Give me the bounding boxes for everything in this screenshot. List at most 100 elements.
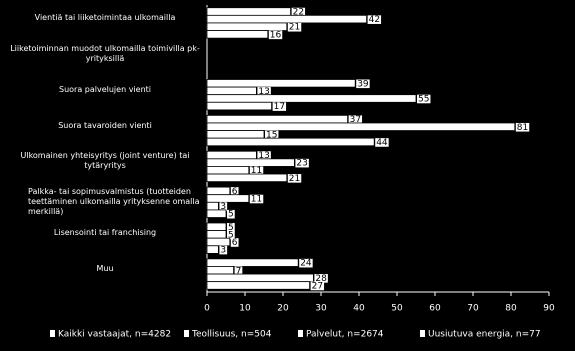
x-tick-label: 90: [543, 304, 555, 314]
x-tick-label: 30: [315, 304, 327, 314]
x-tick-label: 10: [239, 304, 251, 314]
value-label-bg: [310, 281, 325, 291]
value-label-bg: [417, 94, 431, 104]
value-label: 21: [289, 174, 300, 184]
bar: [206, 222, 227, 231]
value-label: 5: [228, 223, 234, 233]
value-label: 42: [369, 15, 380, 25]
value-label: 39: [357, 79, 369, 89]
bar: [206, 79, 356, 88]
value-label: 17: [274, 102, 285, 112]
plot-area: [207, 5, 549, 292]
value-label: 22: [293, 8, 304, 18]
x-tick-label: 0: [204, 304, 210, 314]
value-label: 3: [220, 202, 226, 212]
value-label-bg: [230, 187, 239, 196]
legend-swatch: [298, 330, 303, 337]
bar: [206, 194, 250, 203]
value-label-bg: [287, 174, 302, 183]
bar: [206, 201, 219, 211]
value-label-bg: [219, 202, 228, 211]
value-label: 11: [251, 166, 262, 176]
value-label: 6: [232, 238, 238, 248]
x-tick-label: 50: [391, 304, 403, 314]
bar: [206, 14, 368, 24]
category-label: Ulkomainen yhteisyritys (joint venture) …: [20, 151, 190, 171]
bar: [206, 281, 310, 290]
x-tick-label: 80: [505, 304, 517, 314]
value-label-bg: [268, 30, 283, 40]
category-label: Suora palvelujen vienti: [59, 84, 151, 94]
bar: [206, 137, 375, 147]
value-label-bg: [295, 158, 309, 168]
value-label-bg: [299, 258, 313, 268]
value-label-bg: [227, 230, 235, 240]
value-label: 11: [251, 195, 262, 205]
value-label: 13: [258, 151, 269, 161]
value-label-bg: [356, 79, 370, 89]
value-label: 27: [312, 281, 323, 291]
value-label-bg: [367, 15, 382, 24]
value-label: 5: [228, 230, 234, 240]
x-tick-label: 70: [467, 304, 479, 314]
bar: [206, 273, 314, 283]
value-label: 21: [289, 23, 300, 33]
legend-label: Palvelut, n=2674: [306, 330, 384, 340]
bar: [206, 30, 269, 39]
category-label: Palkka- tai sopimusvalmistus (tuotteiden…: [28, 187, 200, 217]
value-label-bg: [227, 222, 235, 232]
value-label-bg: [348, 115, 363, 124]
value-label-bg: [249, 194, 264, 204]
value-label: 37: [350, 115, 361, 125]
category-label: Vientiä tai liiketoimintaa ulkomailla: [34, 12, 176, 22]
value-label: 15: [266, 130, 277, 140]
bar: [206, 150, 257, 160]
category-label: Suora tavaroiden vienti: [58, 120, 152, 130]
value-label-bg: [227, 209, 235, 219]
value-label: 55: [418, 94, 429, 104]
bar: [206, 258, 299, 267]
legend-label: Kaikki vastaajat, n=4282: [58, 330, 171, 340]
value-label: 24: [300, 259, 312, 269]
bar: [206, 230, 227, 239]
value-label: 23: [296, 159, 307, 169]
value-label: 3: [220, 246, 226, 256]
bar: [206, 209, 227, 218]
value-label: 6: [232, 187, 238, 197]
value-label: 28: [315, 274, 327, 284]
value-label-bg: [257, 151, 271, 160]
value-label-bg: [314, 274, 328, 283]
value-label: 13: [258, 87, 269, 97]
legend-swatch: [420, 330, 425, 337]
value-label-bg: [272, 102, 287, 111]
bar: [206, 266, 235, 275]
bar: [206, 86, 257, 96]
legend-label: Uusiutuva energia, n=77: [428, 330, 541, 340]
value-label-bg: [230, 238, 239, 247]
x-tick-label: 40: [353, 304, 365, 314]
legend-swatch: [50, 330, 55, 337]
value-label-bg: [287, 22, 302, 32]
category-label: Muu: [96, 264, 114, 274]
value-label: 81: [517, 123, 528, 133]
value-label: 16: [270, 30, 282, 40]
bar: [206, 122, 516, 131]
bar: [206, 166, 250, 175]
value-label-bg: [234, 266, 243, 276]
value-label-bg: [219, 245, 228, 255]
category-label: Liiketoiminnan muodot ulkomailla toimivi…: [10, 43, 200, 63]
legend-swatch: [184, 330, 189, 337]
bar: [206, 237, 231, 247]
value-label: 5: [228, 210, 234, 220]
x-tick-label: 20: [277, 304, 289, 314]
bar: [206, 173, 288, 183]
bar: [206, 186, 231, 196]
category-label: Lisensointi tai franchising: [53, 228, 157, 238]
value-label: 44: [376, 138, 388, 148]
value-label-bg: [257, 87, 271, 96]
value-label-bg: [375, 138, 389, 147]
value-label-bg: [265, 130, 279, 140]
value-label: 7: [236, 266, 242, 276]
